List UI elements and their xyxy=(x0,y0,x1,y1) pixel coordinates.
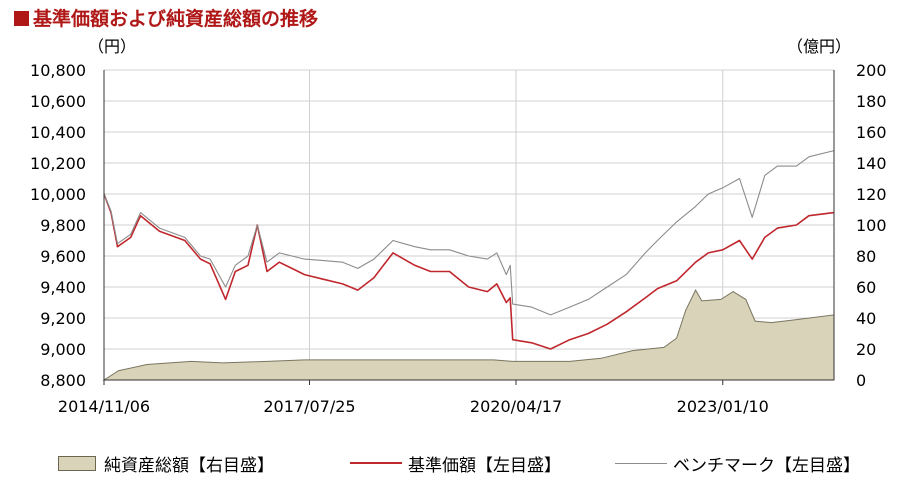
legend-item-nav: 基準価額【左目盛】 xyxy=(350,448,561,478)
right-tick-label: 0 xyxy=(856,371,866,390)
legend: 純資産総額【右目盛】 基準価額【左目盛】 ベンチマーク【左目盛】 xyxy=(0,448,901,478)
right-tick-label: 120 xyxy=(856,185,887,204)
right-tick-label: 200 xyxy=(856,61,887,80)
left-tick-label: 9,600 xyxy=(40,247,86,266)
x-tick-label: 2023/01/10 xyxy=(677,397,769,416)
left-axis-unit-label: （円） xyxy=(88,37,136,56)
left-tick-label: 10,800 xyxy=(30,61,86,80)
series-net-assets-area xyxy=(102,289,835,381)
title-square-marker xyxy=(14,11,29,26)
right-tick-label: 160 xyxy=(856,123,887,142)
legend-swatch-line xyxy=(615,462,667,464)
page-title-text: 基準価額および純資産総額の推移 xyxy=(33,8,319,30)
right-tick-label: 80 xyxy=(856,247,876,266)
left-tick-label: 8,800 xyxy=(40,371,86,390)
x-tick-label: 2017/07/25 xyxy=(263,397,355,416)
left-tick-label: 10,600 xyxy=(30,92,86,111)
left-tick-label: 10,000 xyxy=(30,185,86,204)
right-tick-label: 180 xyxy=(856,92,887,111)
left-tick-label: 9,000 xyxy=(40,340,86,359)
series-nav-line xyxy=(103,193,835,350)
right-tick-label: 100 xyxy=(856,216,887,235)
axes: 8,800 9,000 9,200 9,400 9,600 9,800 10,000 10,2… xyxy=(30,61,887,416)
legend-label: 純資産総額【右目盛】 xyxy=(104,455,274,476)
legend-item-benchmark: ベンチマーク【左目盛】 xyxy=(615,448,860,478)
left-tick-label: 10,400 xyxy=(30,123,86,142)
series-benchmark-line xyxy=(103,150,835,316)
right-tick-label: 60 xyxy=(856,278,876,297)
left-tick-label: 9,200 xyxy=(40,309,86,328)
legend-item-net-assets: 純資産総額【右目盛】 xyxy=(58,448,274,478)
legend-swatch-area xyxy=(58,455,96,471)
series-lines xyxy=(103,150,835,350)
left-tick-label: 9,400 xyxy=(40,278,86,297)
left-tick-label: 9,800 xyxy=(40,216,86,235)
x-tick-label: 2014/11/06 xyxy=(58,397,150,416)
left-tick-label: 10,200 xyxy=(30,154,86,173)
right-tick-label: 20 xyxy=(856,340,876,359)
legend-label: ベンチマーク【左目盛】 xyxy=(673,455,860,476)
legend-label: 基準価額【左目盛】 xyxy=(408,455,561,476)
right-axis-unit-label: （億円） xyxy=(787,37,851,56)
legend-swatch-line xyxy=(350,462,402,464)
right-tick-label: 140 xyxy=(856,154,887,173)
net-assets-area xyxy=(102,289,835,381)
x-tick-label: 2020/04/17 xyxy=(470,397,562,416)
right-tick-label: 40 xyxy=(856,309,876,328)
page-title: 基準価額および純資産総額の推移 xyxy=(14,4,318,31)
nav-chart: （円） （億円） 8,800 9,000 9,200 9,400 9,600 9,800 1… xyxy=(30,37,887,416)
